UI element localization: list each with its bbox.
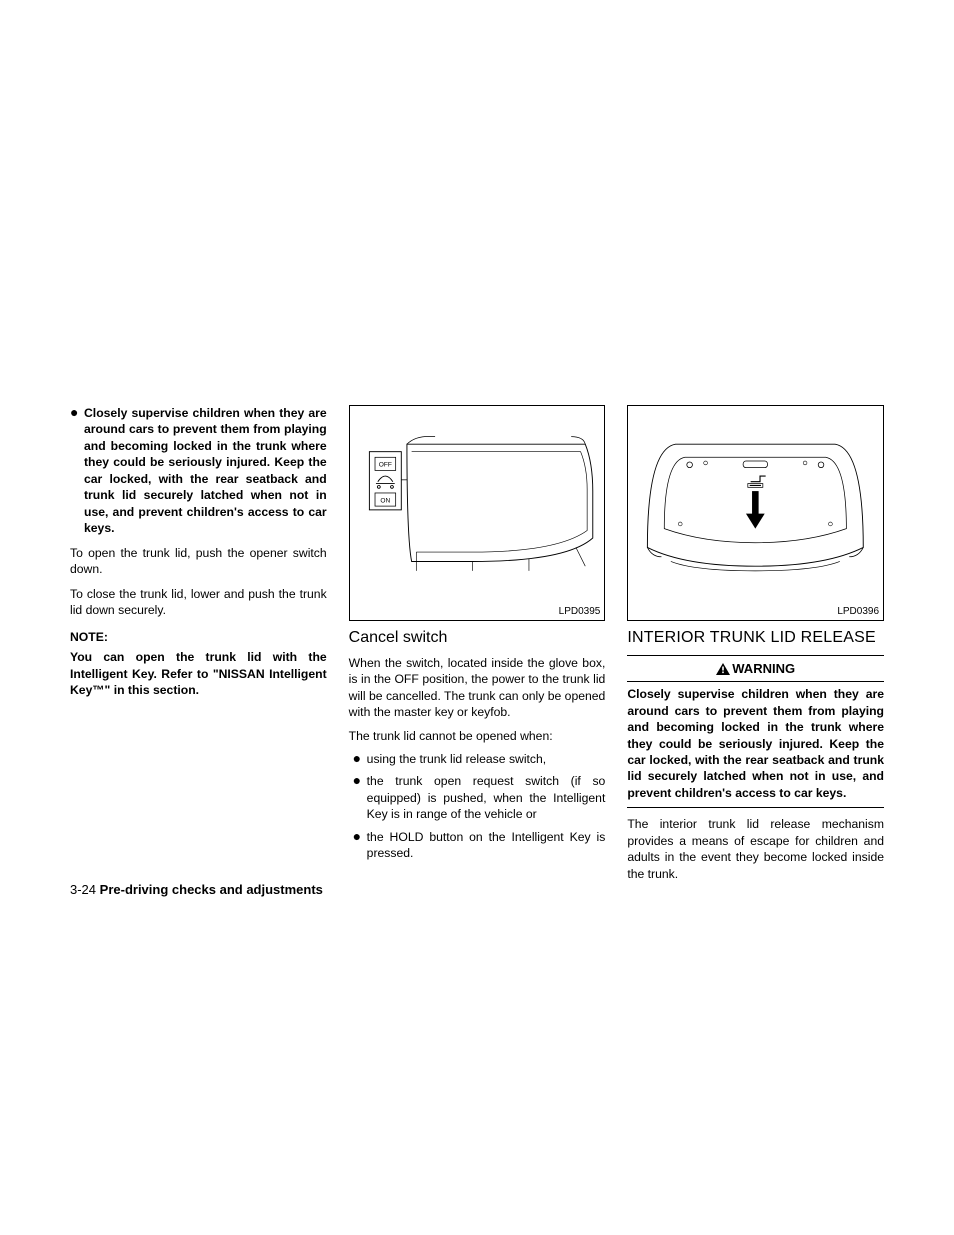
warning-bullet-text: Closely supervise children when they are… bbox=[84, 405, 327, 537]
divider bbox=[627, 681, 884, 682]
cancel-switch-desc: When the switch, located inside the glov… bbox=[349, 655, 606, 721]
footer-title: Pre-driving checks and adjustments bbox=[100, 882, 323, 897]
warning-triangle-icon bbox=[716, 663, 730, 675]
figure-id-1: LPD0395 bbox=[559, 605, 601, 619]
switch-on-label: ON bbox=[380, 497, 390, 504]
list-item-text: using the trunk lid release switch, bbox=[367, 751, 606, 767]
glovebox-diagram: OFF ON bbox=[360, 416, 595, 594]
column-2: OFF ON LPD0395 Cancel switch When the sw… bbox=[349, 405, 606, 882]
note-body: You can open the trunk lid with the Inte… bbox=[70, 649, 327, 698]
note-label: NOTE: bbox=[70, 629, 327, 645]
figure-trunk-release: LPD0396 bbox=[627, 405, 884, 621]
cancel-switch-heading: Cancel switch bbox=[349, 627, 606, 649]
cannot-open-intro: The trunk lid cannot be opened when: bbox=[349, 728, 606, 744]
list-item-text: the trunk open request switch (if so equ… bbox=[367, 773, 606, 822]
figure-cancel-switch: OFF ON LPD0395 bbox=[349, 405, 606, 621]
interior-release-heading: INTERIOR TRUNK LID RELEASE bbox=[627, 627, 884, 649]
warning-header: WARNING bbox=[627, 660, 884, 678]
column-1: ● Closely supervise children when they a… bbox=[70, 405, 327, 882]
list-item-text: the HOLD button on the Intelligent Key i… bbox=[367, 829, 606, 862]
bullet-icon: ● bbox=[349, 751, 367, 767]
bullet-icon: ● bbox=[349, 829, 367, 862]
bullet-icon: ● bbox=[70, 405, 84, 537]
warning-label: WARNING bbox=[732, 661, 795, 676]
warning-body: Closely supervise children when they are… bbox=[627, 686, 884, 801]
divider bbox=[627, 807, 884, 808]
column-3: LPD0396 INTERIOR TRUNK LID RELEASE WARNI… bbox=[627, 405, 884, 882]
bullet-icon: ● bbox=[349, 773, 367, 822]
trunk-diagram bbox=[638, 416, 873, 594]
list-item: ●using the trunk lid release switch, bbox=[349, 751, 606, 767]
open-instruction: To open the trunk lid, push the opener s… bbox=[70, 545, 327, 578]
page-content: ● Closely supervise children when they a… bbox=[70, 405, 884, 882]
cannot-open-list: ●using the trunk lid release switch, ●th… bbox=[349, 751, 606, 862]
list-item: ●the trunk open request switch (if so eq… bbox=[349, 773, 606, 822]
page-number: 3-24 bbox=[70, 882, 96, 897]
close-instruction: To close the trunk lid, lower and push t… bbox=[70, 586, 327, 619]
warning-bullet: ● Closely supervise children when they a… bbox=[70, 405, 327, 537]
list-item: ●the HOLD button on the Intelligent Key … bbox=[349, 829, 606, 862]
figure-id-2: LPD0396 bbox=[837, 605, 879, 619]
release-description: The interior trunk lid release mechanism… bbox=[627, 816, 884, 882]
switch-off-label: OFF bbox=[378, 462, 391, 469]
page-footer: 3-24 Pre-driving checks and adjustments bbox=[70, 882, 323, 897]
divider bbox=[627, 655, 884, 656]
